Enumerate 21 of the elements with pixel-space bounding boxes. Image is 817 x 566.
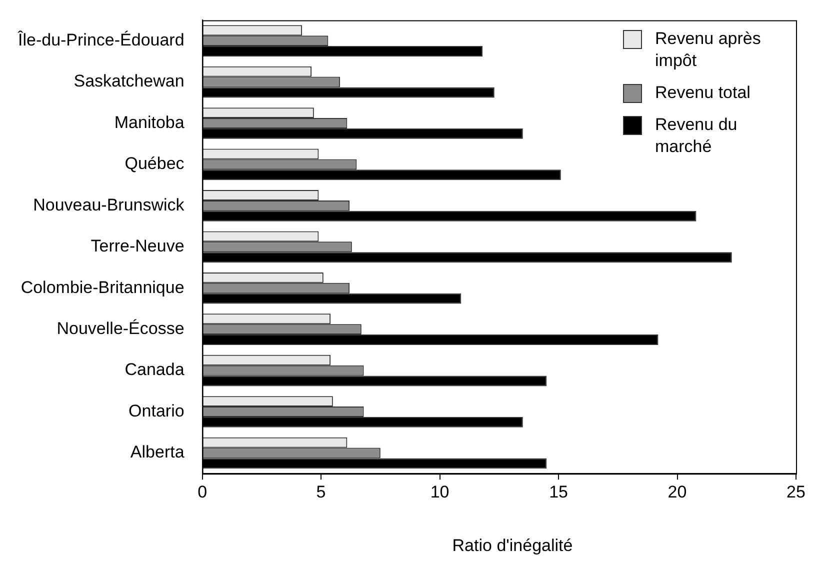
y-tick-label: Île-du-Prince-Édouard: [16, 30, 184, 50]
y-tick-label: Saskatchewan: [74, 72, 184, 91]
y-tick-label: Canada: [124, 360, 185, 380]
y-tick-label: Ontario: [128, 401, 184, 420]
y-tick-label: Nouvelle-Écosse: [56, 319, 184, 338]
y-tick-label: Québec: [124, 154, 185, 174]
legend-label: Revenu total: [655, 82, 752, 104]
y-tick-label: Colombie-Britannique: [20, 278, 184, 297]
y-tick-label: Terre-Neuve: [90, 236, 184, 256]
x-tick-label: 15: [549, 482, 568, 502]
x-tick-label: 0: [198, 482, 208, 502]
legend-label: Revenu du marché: [655, 114, 738, 158]
x-tick-label: 25: [786, 482, 806, 502]
x-tick-label: 10: [430, 482, 450, 502]
legend-label: Revenu après impôt: [655, 28, 762, 72]
y-tick-label: Nouveau-Brunswick: [33, 195, 185, 214]
x-axis-title: Ratio d'inégalité: [451, 536, 574, 556]
x-tick-label: 20: [668, 482, 687, 502]
y-tick-label: Alberta: [130, 442, 185, 462]
y-tick-label: Manitoba: [114, 112, 185, 132]
x-tick-label: 5: [316, 482, 326, 502]
